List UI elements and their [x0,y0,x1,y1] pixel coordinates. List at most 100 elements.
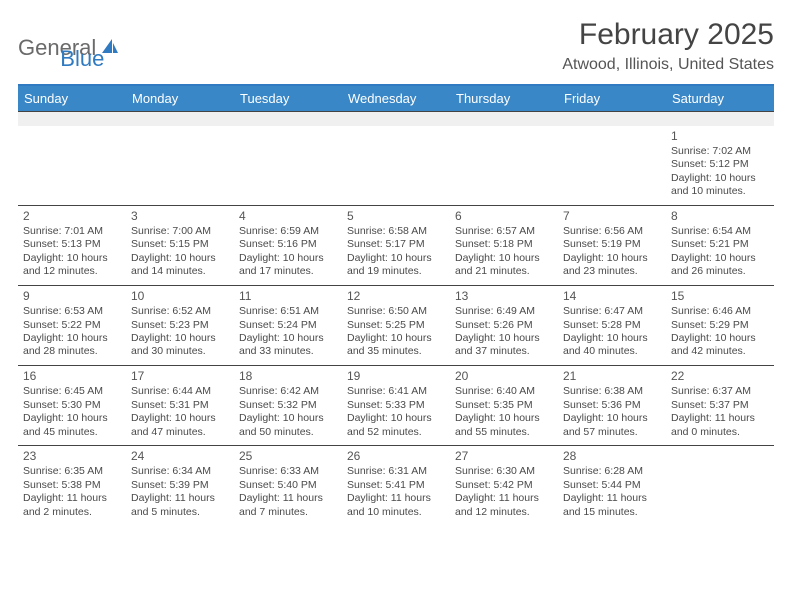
weekday-header: Wednesday [342,86,450,112]
day-number: 9 [23,289,121,304]
day-number: 20 [455,369,553,384]
sunset-text: Sunset: 5:36 PM [563,399,661,412]
sunset-text: Sunset: 5:18 PM [455,238,553,251]
sunset-text: Sunset: 5:40 PM [239,479,337,492]
daylight-text: Daylight: 10 hours and 12 minutes. [23,252,121,279]
blank-cell [666,112,774,126]
daylight-text: Daylight: 11 hours and 15 minutes. [563,492,661,519]
sunset-text: Sunset: 5:42 PM [455,479,553,492]
sunset-text: Sunset: 5:12 PM [671,158,769,171]
daylight-text: Daylight: 10 hours and 33 minutes. [239,332,337,359]
daylight-text: Daylight: 10 hours and 28 minutes. [23,332,121,359]
sunrise-text: Sunrise: 6:57 AM [455,225,553,238]
sunset-text: Sunset: 5:21 PM [671,238,769,251]
calendar-week: 1Sunrise: 7:02 AMSunset: 5:12 PMDaylight… [18,126,774,206]
sunrise-text: Sunrise: 6:53 AM [23,305,121,318]
calendar-day: 20Sunrise: 6:40 AMSunset: 5:35 PMDayligh… [450,365,558,445]
day-number: 25 [239,449,337,464]
sunrise-text: Sunrise: 6:51 AM [239,305,337,318]
weekday-header: Tuesday [234,86,342,112]
calendar-day: 27Sunrise: 6:30 AMSunset: 5:42 PMDayligh… [450,445,558,525]
day-number: 26 [347,449,445,464]
sunrise-text: Sunrise: 6:45 AM [23,385,121,398]
sunrise-text: Sunrise: 6:35 AM [23,465,121,478]
calendar-day: 26Sunrise: 6:31 AMSunset: 5:41 PMDayligh… [342,445,450,525]
sunrise-text: Sunrise: 6:31 AM [347,465,445,478]
calendar-day: 10Sunrise: 6:52 AMSunset: 5:23 PMDayligh… [126,285,234,365]
daylight-text: Daylight: 10 hours and 57 minutes. [563,412,661,439]
sunrise-text: Sunrise: 6:40 AM [455,385,553,398]
calendar-day: 24Sunrise: 6:34 AMSunset: 5:39 PMDayligh… [126,445,234,525]
day-number: 18 [239,369,337,384]
calendar-day: 4Sunrise: 6:59 AMSunset: 5:16 PMDaylight… [234,205,342,285]
daylight-text: Daylight: 10 hours and 19 minutes. [347,252,445,279]
sunset-text: Sunset: 5:13 PM [23,238,121,251]
sunrise-text: Sunrise: 6:41 AM [347,385,445,398]
blank-cell [126,112,234,126]
calendar-day: 21Sunrise: 6:38 AMSunset: 5:36 PMDayligh… [558,365,666,445]
sunset-text: Sunset: 5:17 PM [347,238,445,251]
day-number: 15 [671,289,769,304]
calendar-empty [450,126,558,206]
sunset-text: Sunset: 5:26 PM [455,319,553,332]
calendar-day: 7Sunrise: 6:56 AMSunset: 5:19 PMDaylight… [558,205,666,285]
calendar-day: 8Sunrise: 6:54 AMSunset: 5:21 PMDaylight… [666,205,774,285]
daylight-text: Daylight: 10 hours and 45 minutes. [23,412,121,439]
calendar-day: 17Sunrise: 6:44 AMSunset: 5:31 PMDayligh… [126,365,234,445]
daylight-text: Daylight: 11 hours and 12 minutes. [455,492,553,519]
day-number: 11 [239,289,337,304]
calendar-week: 16Sunrise: 6:45 AMSunset: 5:30 PMDayligh… [18,365,774,445]
day-number: 8 [671,209,769,224]
sunset-text: Sunset: 5:32 PM [239,399,337,412]
daylight-text: Daylight: 10 hours and 26 minutes. [671,252,769,279]
weekday-header: Friday [558,86,666,112]
blank-cell [234,112,342,126]
page-subtitle: Atwood, Illinois, United States [562,56,774,74]
blank-cell [558,112,666,126]
sunset-text: Sunset: 5:15 PM [131,238,229,251]
calendar-day: 15Sunrise: 6:46 AMSunset: 5:29 PMDayligh… [666,285,774,365]
day-number: 3 [131,209,229,224]
sunrise-text: Sunrise: 6:44 AM [131,385,229,398]
day-number: 1 [671,129,769,144]
day-number: 24 [131,449,229,464]
blank-cell [450,112,558,126]
calendar-day: 16Sunrise: 6:45 AMSunset: 5:30 PMDayligh… [18,365,126,445]
daylight-text: Daylight: 10 hours and 23 minutes. [563,252,661,279]
sunset-text: Sunset: 5:24 PM [239,319,337,332]
daylight-text: Daylight: 10 hours and 52 minutes. [347,412,445,439]
calendar-week: 9Sunrise: 6:53 AMSunset: 5:22 PMDaylight… [18,285,774,365]
calendar-empty [666,445,774,525]
sunset-text: Sunset: 5:41 PM [347,479,445,492]
calendar-day: 23Sunrise: 6:35 AMSunset: 5:38 PMDayligh… [18,445,126,525]
sunrise-text: Sunrise: 6:42 AM [239,385,337,398]
calendar-empty [342,126,450,206]
sunrise-text: Sunrise: 6:37 AM [671,385,769,398]
day-number: 2 [23,209,121,224]
calendar-day: 18Sunrise: 6:42 AMSunset: 5:32 PMDayligh… [234,365,342,445]
calendar-day: 12Sunrise: 6:50 AMSunset: 5:25 PMDayligh… [342,285,450,365]
calendar-empty [126,126,234,206]
day-number: 12 [347,289,445,304]
sunrise-text: Sunrise: 6:52 AM [131,305,229,318]
daylight-text: Daylight: 10 hours and 37 minutes. [455,332,553,359]
blank-cell [18,112,126,126]
sunset-text: Sunset: 5:33 PM [347,399,445,412]
sunrise-text: Sunrise: 6:28 AM [563,465,661,478]
sunset-text: Sunset: 5:16 PM [239,238,337,251]
header: General Blue February 2025 Atwood, Illin… [18,18,774,74]
day-number: 22 [671,369,769,384]
daylight-text: Daylight: 10 hours and 10 minutes. [671,172,769,199]
sunset-text: Sunset: 5:23 PM [131,319,229,332]
sunset-text: Sunset: 5:28 PM [563,319,661,332]
logo: General Blue [18,24,104,72]
daylight-text: Daylight: 10 hours and 35 minutes. [347,332,445,359]
daylight-text: Daylight: 10 hours and 21 minutes. [455,252,553,279]
sunrise-text: Sunrise: 6:49 AM [455,305,553,318]
sunrise-text: Sunrise: 6:58 AM [347,225,445,238]
daylight-text: Daylight: 10 hours and 50 minutes. [239,412,337,439]
sunrise-text: Sunrise: 6:59 AM [239,225,337,238]
calendar-day: 6Sunrise: 6:57 AMSunset: 5:18 PMDaylight… [450,205,558,285]
sunset-text: Sunset: 5:19 PM [563,238,661,251]
sunset-text: Sunset: 5:22 PM [23,319,121,332]
